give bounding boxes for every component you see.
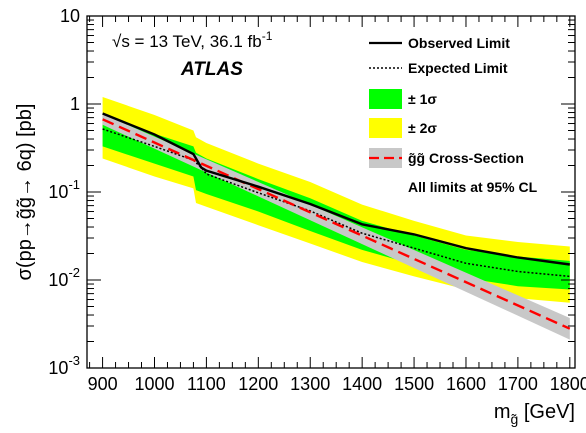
legend-label-expected: Expected Limit <box>408 60 508 76</box>
x-tick-label: 1200 <box>238 374 278 394</box>
x-tick-label: 1100 <box>187 374 226 394</box>
observed-limit-line <box>102 112 570 266</box>
y-tick-label: 10-3 <box>48 353 80 378</box>
atlas-label: ATLAS <box>180 59 243 80</box>
x-tick-label: 900 <box>88 374 118 394</box>
legend-label-observed: Observed Limit <box>408 35 510 51</box>
band-1sigma <box>102 116 570 290</box>
legend-swatch-band1 <box>369 89 402 109</box>
axis-ticks <box>87 16 575 369</box>
legend-label-band1: ± 1σ <box>408 91 437 107</box>
energy-label: √s = 13 TeV, 36.1 fb-1 <box>112 29 273 51</box>
x-tick-labels: 900 1000 1100 1200 1300 1400 1500 1600 1700 1800 <box>88 374 586 394</box>
x-tick-label: 1500 <box>394 374 434 394</box>
x-tick-label: 1600 <box>446 374 486 394</box>
xsec-line <box>102 118 571 330</box>
x-tick-label: 1800 <box>550 374 586 394</box>
y-tick-label: 10 <box>60 6 80 26</box>
y-tick-label: 1 <box>70 94 80 114</box>
limit-lines <box>102 112 571 330</box>
y-axis-title: σ(pp→g̃g̃→ 6q) [pb] <box>14 104 36 281</box>
x-tick-label: 1700 <box>498 374 538 394</box>
legend-label-band2: ± 2σ <box>408 120 437 136</box>
x-tick-label: 1000 <box>134 374 174 394</box>
limit-bands <box>102 97 570 340</box>
xsec-uncertainty-band <box>102 114 570 340</box>
x-axis-title: mg̃ [GeV] <box>494 401 575 427</box>
x-tick-label: 1300 <box>290 374 330 394</box>
x-tick-label: 1400 <box>342 374 382 394</box>
legend: Observed Limit Expected Limit ± 1σ ± 2σ … <box>369 35 538 195</box>
y-tick-labels: 10-3 10-2 10-1 1 10 <box>48 6 80 378</box>
legend-label-xsec: g̃g̃ Cross-Section <box>408 150 524 166</box>
y-tick-label: 10-1 <box>48 177 80 202</box>
legend-swatch-band2 <box>369 118 402 138</box>
limits-note: All limits at 95% CL <box>408 179 538 195</box>
y-tick-label: 10-2 <box>48 265 80 290</box>
